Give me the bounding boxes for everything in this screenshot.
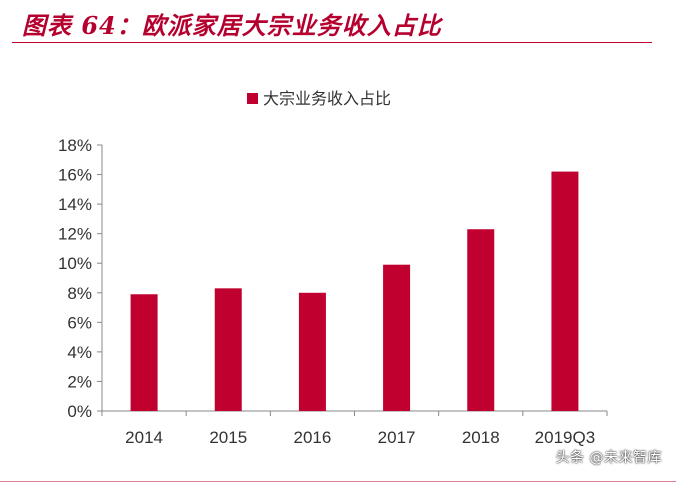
y-tick-label: 14% [58,195,92,214]
y-tick-label: 4% [67,343,92,362]
x-tick-label: 2015 [209,428,247,447]
bar-2017 [383,264,411,411]
bar-2015 [214,288,242,411]
bar-2014 [130,294,158,411]
y-tick-label: 10% [58,254,92,273]
watermark-text: 头条 @未来智库 [555,450,662,466]
legend-swatch [247,93,258,104]
chart-legend: 大宗业务收入占比 [247,89,391,108]
x-tick-label: 2014 [125,428,163,447]
y-tick-label: 12% [58,225,92,244]
x-tick-label: 2017 [378,428,416,447]
y-tick-label: 16% [58,166,92,185]
x-tick-label: 2016 [294,428,332,447]
x-tick-label: 2018 [462,428,500,447]
y-axis: 0% 2% 4% 6% 8% 10% 12% 14% 16% 18% [58,136,103,421]
bar-series [130,171,579,411]
bar-2018 [467,229,495,411]
y-tick-label: 18% [58,136,92,155]
page-title: 图表 64：欧派家居大宗业务收入占比 [22,11,442,40]
bottom-divider [0,481,676,482]
bar-2016 [298,292,326,411]
y-tick-label: 2% [67,372,92,391]
legend-label: 大宗业务收入占比 [263,89,391,108]
bar-2019Q3 [551,171,579,411]
y-tick-label: 0% [67,402,92,421]
y-tick-label: 8% [67,284,92,303]
x-tick-label: 2019Q3 [535,428,596,447]
title-divider [12,42,652,43]
x-axis: 2014 2015 2016 2017 2018 2019Q3 [101,410,608,447]
y-tick-label: 6% [67,313,92,332]
